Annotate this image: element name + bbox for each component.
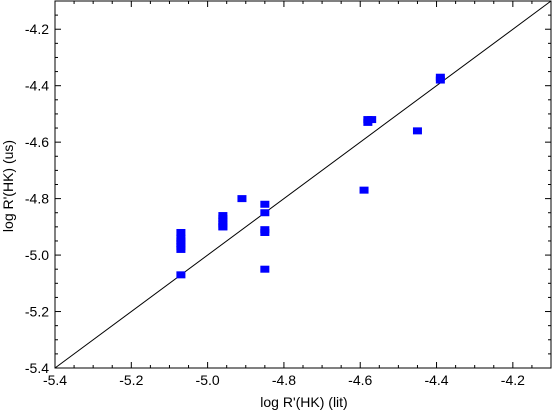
y-tick-label: -5.0 — [25, 247, 49, 263]
reference-layer — [54, 0, 552, 369]
x-tick-label: -5.2 — [119, 372, 143, 388]
data-point — [435, 76, 445, 84]
tick-labels: -5.4 -5.2 -5.0 -4.8 -4.6 -4.4 -4.2 -5.4 -5.2 -5.0… — [25, 21, 525, 388]
data-point — [412, 127, 422, 135]
data-point — [218, 223, 228, 231]
data-points — [176, 73, 445, 279]
x-tick-label: -4.6 — [348, 372, 372, 388]
x-tick-label: -4.2 — [501, 372, 525, 388]
x-axis-title: log R'(HK) (lit) — [260, 394, 347, 410]
x-tick-label: -4.8 — [272, 372, 296, 388]
y-tick-label: -4.2 — [25, 21, 49, 37]
one-to-one-line — [54, 0, 552, 369]
data-point — [176, 228, 186, 236]
data-point — [260, 265, 270, 273]
x-tick-label: -4.4 — [424, 372, 448, 388]
plot-border — [54, 0, 552, 369]
y-tick-label: -4.4 — [25, 78, 49, 94]
data-point — [260, 228, 270, 236]
x-tick-label: -5.0 — [196, 372, 220, 388]
data-point — [260, 209, 270, 217]
data-point — [176, 245, 186, 253]
y-tick-label: -4.6 — [25, 134, 49, 150]
data-point — [359, 186, 369, 194]
y-tick-label: -4.8 — [25, 191, 49, 207]
plot-frame — [54, 0, 552, 369]
x-tick-label: -5.4 — [43, 372, 67, 388]
y-tick-label: -5.4 — [25, 360, 49, 376]
data-point — [176, 271, 186, 279]
data-point — [367, 116, 377, 124]
data-point — [260, 200, 270, 208]
data-point — [237, 195, 247, 203]
y-axis-title: log R'(HK) (us) — [0, 140, 16, 232]
y-tick-label: -5.2 — [25, 304, 49, 320]
